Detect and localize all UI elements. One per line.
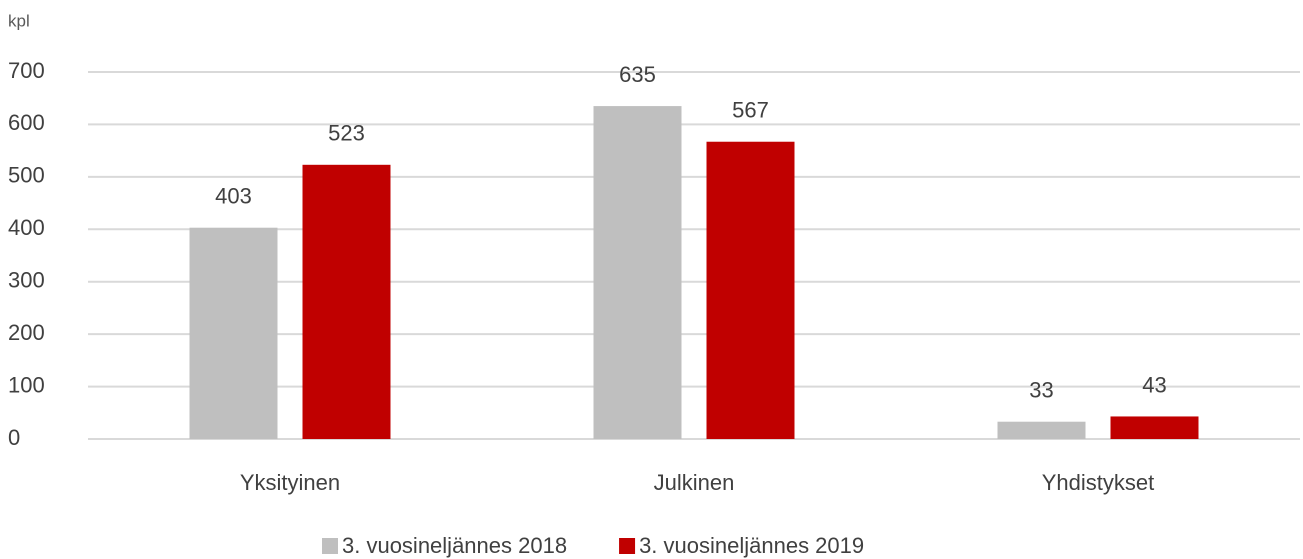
y-tick-label: 600 (8, 110, 45, 135)
bar (706, 141, 795, 440)
y-tick-label: 400 (8, 215, 45, 240)
legend-swatch (619, 538, 636, 554)
bar (302, 164, 391, 439)
value-label: 523 (328, 121, 365, 146)
y-tick-label: 100 (8, 372, 45, 397)
value-label: 635 (619, 62, 656, 87)
y-axis-label: kpl (8, 11, 30, 30)
y-tick-label: 200 (8, 320, 45, 345)
y-tick-label: 0 (8, 425, 20, 450)
value-label: 403 (215, 184, 252, 209)
legend-label: 3. vuosineljännes 2019 (639, 533, 864, 558)
x-tick-label: Julkinen (654, 470, 735, 495)
legend-swatch (322, 538, 338, 554)
x-tick-label: Yhdistykset (1042, 470, 1155, 495)
x-tick-label: Yksityinen (240, 470, 340, 495)
value-label: 43 (1142, 372, 1166, 397)
bar (189, 227, 278, 439)
bar (1110, 416, 1199, 439)
value-label: 567 (732, 98, 769, 123)
y-tick-label: 300 (8, 268, 45, 293)
bar (593, 106, 682, 439)
bar (997, 421, 1086, 439)
y-tick-label: 700 (8, 58, 45, 83)
y-tick-label: 500 (8, 163, 45, 188)
value-label: 33 (1029, 378, 1053, 403)
legend-label: 3. vuosineljännes 2018 (342, 533, 567, 558)
